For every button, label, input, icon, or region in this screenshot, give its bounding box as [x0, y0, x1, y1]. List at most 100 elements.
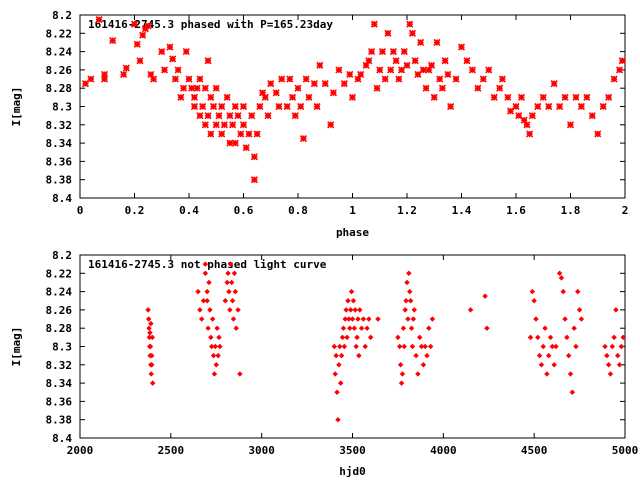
- data-point: [402, 307, 408, 313]
- data-point: [564, 334, 570, 341]
- data-point: [226, 112, 234, 120]
- data-point: [147, 70, 155, 79]
- data-point: [333, 352, 339, 359]
- chart-title: 161416-2745.3 phased with P=165.23day: [88, 18, 333, 31]
- data-point: [378, 48, 387, 56]
- data-point: [228, 261, 234, 267]
- x-tick-label: 1.2: [397, 204, 417, 217]
- x-tick-label: 1.4: [452, 204, 472, 217]
- data-point: [242, 144, 250, 152]
- data-point: [207, 307, 213, 313]
- data-point: [583, 93, 591, 101]
- data-point: [199, 102, 207, 111]
- data-point: [397, 66, 406, 74]
- data-point: [457, 43, 466, 51]
- data-point: [267, 80, 275, 88]
- data-point: [427, 343, 434, 350]
- data-point: [577, 102, 585, 111]
- data-point: [220, 121, 228, 129]
- data-point: [468, 66, 476, 74]
- data-point: [200, 298, 207, 304]
- plot-frame: [79, 14, 626, 199]
- data-point: [139, 31, 147, 39]
- y-tick-label: 8.26: [46, 64, 73, 77]
- data-point: [342, 316, 348, 322]
- data-point: [562, 316, 568, 322]
- data-point: [602, 343, 608, 350]
- data-point: [397, 343, 403, 350]
- data-point: [174, 66, 182, 74]
- data-point: [340, 325, 347, 331]
- data-point: [604, 352, 610, 359]
- data-point: [498, 75, 506, 83]
- data-point: [357, 307, 363, 313]
- data-point: [100, 75, 109, 83]
- data-point: [95, 16, 103, 24]
- data-point: [467, 307, 474, 313]
- data-point: [87, 75, 95, 83]
- data-point: [405, 316, 411, 322]
- data-point: [588, 112, 596, 120]
- data-point: [334, 389, 340, 395]
- data-point: [411, 57, 419, 65]
- x-tick-label: 2500: [158, 444, 185, 457]
- data-point: [517, 93, 526, 101]
- data-point: [556, 102, 564, 111]
- data-point: [529, 288, 536, 295]
- data-point: [177, 93, 185, 101]
- data-point: [160, 66, 169, 74]
- data-point: [484, 325, 490, 331]
- data-point: [331, 343, 338, 350]
- data-point: [594, 130, 602, 138]
- data-point: [340, 80, 348, 88]
- data-point: [208, 334, 214, 341]
- data-point: [567, 371, 574, 377]
- data-point: [429, 316, 436, 322]
- data-point: [211, 371, 218, 377]
- data-point: [381, 75, 389, 83]
- data-point: [520, 116, 528, 124]
- data-point: [329, 89, 337, 97]
- data-point: [444, 70, 452, 79]
- data-point: [149, 362, 155, 368]
- data-point: [370, 20, 378, 28]
- data-point: [212, 121, 220, 129]
- data-point: [136, 57, 144, 65]
- y-tick-label: 8.24: [46, 286, 73, 299]
- data-point: [230, 316, 237, 322]
- data-point: [618, 57, 626, 65]
- data-point: [430, 93, 438, 101]
- data-point: [196, 75, 204, 83]
- data-point: [527, 334, 534, 341]
- data-point: [403, 61, 411, 69]
- data-point: [145, 316, 152, 322]
- y-tick-label: 8.3: [52, 341, 72, 354]
- data-point: [148, 320, 154, 327]
- y-tick-label: 8.34: [46, 137, 73, 150]
- data-point: [250, 176, 258, 184]
- x-tick-label: 3000: [248, 444, 275, 457]
- data-point: [348, 288, 355, 295]
- data-point: [337, 380, 344, 386]
- data-point: [400, 325, 407, 331]
- data-point: [512, 102, 520, 111]
- data-point: [404, 279, 410, 286]
- x-tick-label: 5000: [612, 444, 639, 457]
- data-point: [278, 75, 286, 83]
- data-point: [264, 112, 272, 120]
- data-point: [463, 57, 471, 65]
- data-point: [401, 343, 407, 350]
- data-point: [362, 343, 368, 350]
- data-point: [212, 343, 219, 350]
- data-point: [610, 75, 618, 83]
- data-point: [549, 343, 556, 350]
- data-point: [551, 362, 557, 368]
- data-point: [357, 70, 365, 79]
- data-point: [365, 57, 373, 65]
- x-tick-label: 0.6: [234, 204, 254, 217]
- data-point: [259, 89, 267, 97]
- data-point: [321, 80, 329, 88]
- data-point: [417, 38, 425, 47]
- data-point: [560, 288, 566, 295]
